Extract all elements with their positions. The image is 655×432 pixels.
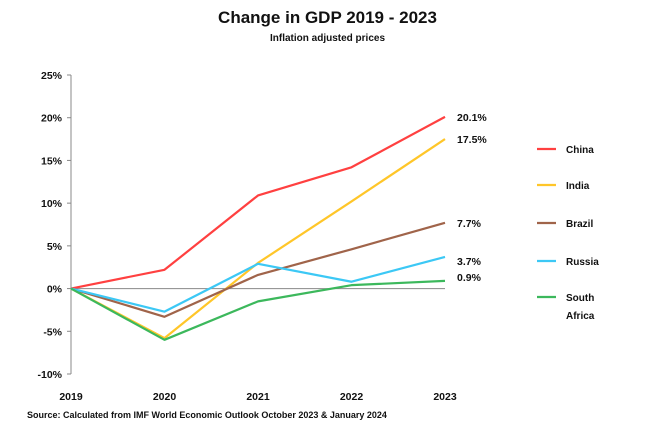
- series-line-south-africa: [70, 279, 446, 341]
- series-line-brazil: [70, 221, 446, 318]
- y-tick-label: 0%: [47, 284, 63, 296]
- legend-label-china: China: [566, 145, 594, 156]
- series-line-china: [70, 115, 446, 290]
- x-tick-label: 2020: [153, 391, 177, 403]
- y-tick-label: -5%: [43, 326, 62, 338]
- series-line-russia: [70, 255, 446, 313]
- legend-label-india: India: [566, 181, 590, 192]
- chart-title: Change in GDP 2019 - 2023: [218, 8, 437, 27]
- legend-label-south-africa: South Africa: [566, 293, 595, 322]
- x-tick-label: 2022: [340, 391, 364, 403]
- y-tick-label: 25%: [41, 70, 63, 82]
- x-tick-label: 2021: [246, 391, 270, 403]
- end-value-label-china: 20.1%: [457, 112, 487, 124]
- end-value-label-india: 17.5%: [457, 134, 487, 146]
- legend-label-russia: Russia: [566, 257, 599, 268]
- y-tick-label: 5%: [47, 241, 63, 253]
- chart-subtitle: Inflation adjusted prices: [269, 33, 386, 44]
- y-tick-label: 20%: [41, 113, 63, 125]
- end-value-label-russia: 3.7%: [457, 256, 482, 268]
- y-tick-label: 10%: [41, 198, 63, 210]
- source-note: Source: Calculated from IMF World Econom…: [27, 410, 387, 420]
- legend-label-brazil: Brazil: [566, 219, 593, 230]
- x-tick-label: 2023: [433, 391, 457, 403]
- end-value-label-brazil: 7.7%: [457, 218, 482, 230]
- end-value-label-south-africa: 0.9%: [457, 272, 482, 284]
- y-tick-label: -10%: [37, 369, 62, 381]
- x-tick-label: 2019: [59, 391, 83, 403]
- y-tick-label: 15%: [41, 155, 63, 167]
